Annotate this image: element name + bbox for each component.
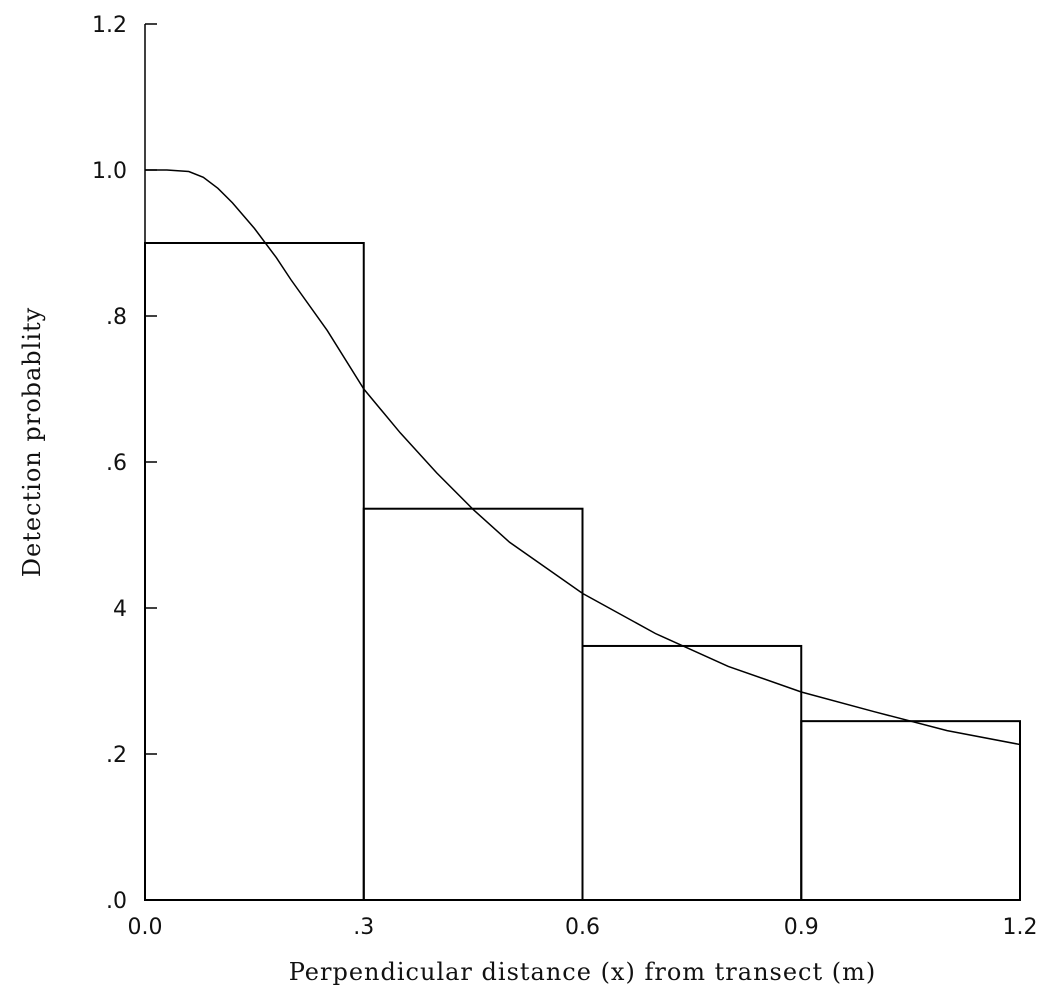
y-tick-label: .8 (106, 305, 127, 330)
histogram-bar (581, 644, 803, 902)
x-tick-label: 0.0 (128, 915, 163, 940)
y-tick-label: .2 (106, 743, 127, 768)
y-tick-label: .0 (106, 889, 127, 914)
tick-marks (144, 23, 1021, 901)
detection-function-curve (145, 169, 1021, 746)
histogram-bars (144, 242, 1021, 902)
y-tick-label: .6 (106, 451, 127, 476)
y-tick-label: 4 (113, 597, 127, 622)
y-axis-title: Detection probablity (18, 307, 46, 577)
histogram-bar (800, 720, 1021, 902)
histogram-bar (144, 242, 365, 901)
x-axis-title: Perpendicular distance (x) from transect… (289, 958, 877, 986)
y-tick-label: 1.2 (92, 13, 127, 38)
x-tick-label: 1.2 (1003, 915, 1038, 940)
x-tick-label: 0.6 (565, 915, 600, 940)
x-tick-label: 0.9 (784, 915, 819, 940)
x-tick-label: .3 (353, 915, 374, 940)
histogram-bar (362, 507, 584, 901)
y-tick-label: 1.0 (92, 159, 127, 184)
tick-labels: .0 .2 4 .6 .8 1.0 1.2 0.0 .3 0.6 0.9 1.2 (92, 13, 1038, 940)
